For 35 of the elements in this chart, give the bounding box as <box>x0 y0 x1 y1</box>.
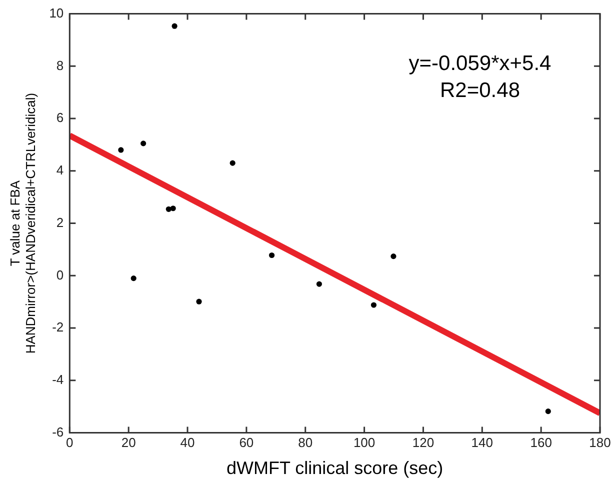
x-tick-label: 0 <box>66 435 74 450</box>
y-tick-label: -4 <box>52 372 64 388</box>
annotation: y=-0.059*x+5.4 <box>408 52 552 76</box>
point <box>140 140 146 146</box>
y-axis-title: T value at FBA HANDmirror>(HANDveridical+CTRLveridical) <box>7 92 38 354</box>
y-tick-label: 6 <box>56 110 64 126</box>
point <box>370 302 377 308</box>
x-tick-label: 180 <box>589 435 611 450</box>
point <box>196 298 202 304</box>
y-tick-label: 2 <box>56 214 64 230</box>
point <box>390 253 396 260</box>
x-tick-label: 160 <box>530 435 552 450</box>
point <box>170 206 176 212</box>
y-tick-label: -6 <box>52 424 64 440</box>
x-tick-label: 100 <box>353 435 376 450</box>
x-tick-label: 120 <box>412 435 434 450</box>
x-tick-label: 20 <box>121 435 136 450</box>
x-tick-label: 40 <box>180 435 195 450</box>
point <box>545 408 551 414</box>
x-axis-title: dWMFT clinical score (sec) <box>226 458 444 478</box>
x-tick-label: 80 <box>298 435 313 450</box>
point <box>130 275 136 282</box>
y-tick-label: 4 <box>56 162 64 178</box>
annotation: R2=0.48 <box>440 79 520 102</box>
x-tick-label: 60 <box>239 435 254 450</box>
y-tick-label: 10 <box>49 5 64 20</box>
y-tick-label: 0 <box>56 267 64 282</box>
x-tick-label: 140 <box>471 435 493 450</box>
point <box>172 23 178 29</box>
point <box>118 147 124 153</box>
point <box>316 281 322 287</box>
point <box>230 160 236 166</box>
y-tick-label: 8 <box>56 58 64 73</box>
point <box>268 252 275 258</box>
y-tick-label: -2 <box>52 320 64 335</box>
